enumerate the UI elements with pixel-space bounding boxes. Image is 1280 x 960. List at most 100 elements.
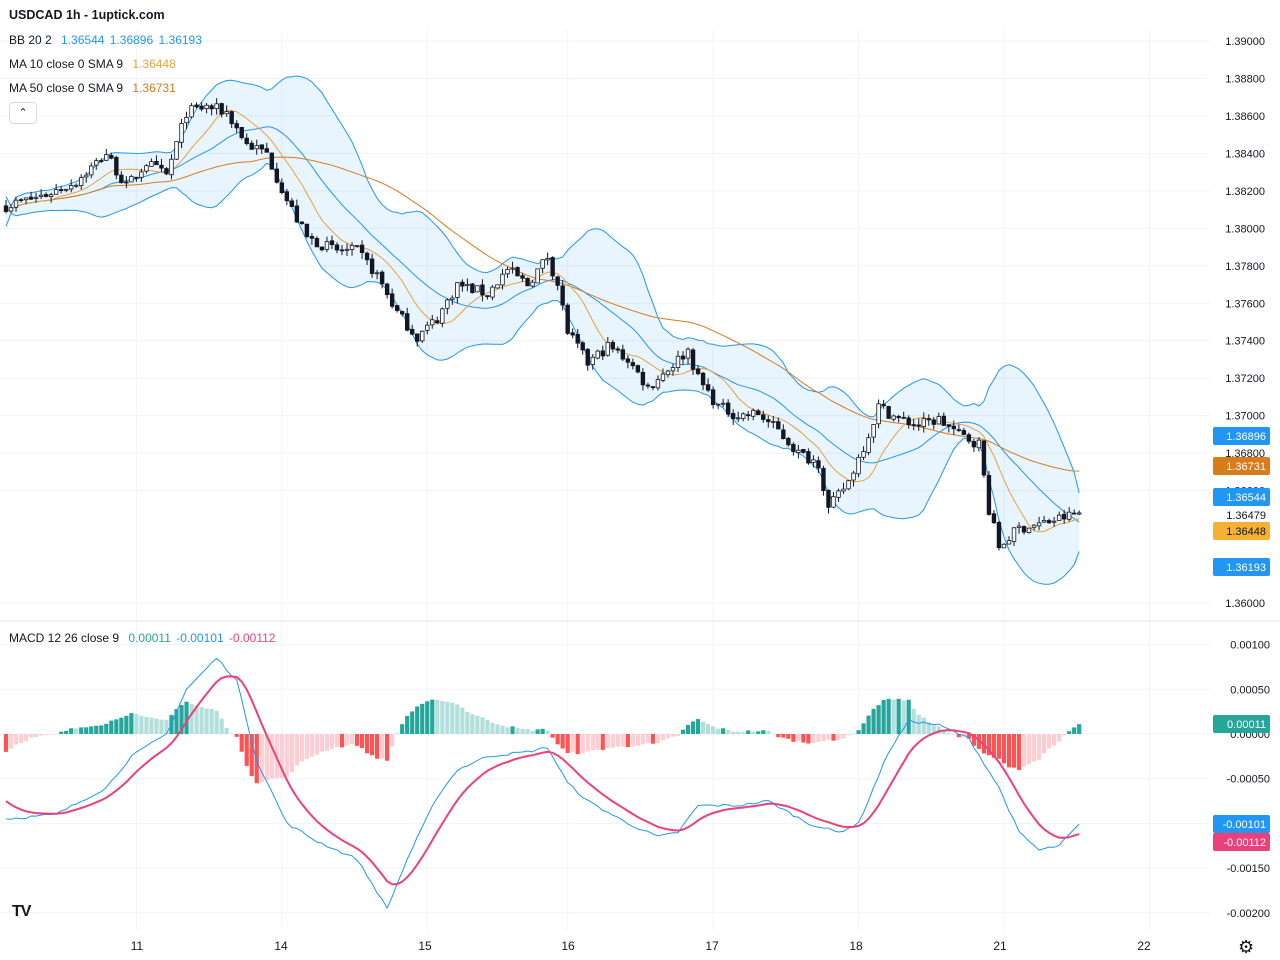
histogram-bar <box>299 734 304 762</box>
tradingview-logo[interactable]: TV <box>12 903 31 920</box>
ma50-legend-label: MA 50 close 0 SMA 9 <box>9 81 124 95</box>
candle <box>921 412 926 433</box>
histogram-bar <box>670 734 676 737</box>
candle-body <box>871 424 876 438</box>
candle-body <box>485 295 490 297</box>
macd-legend[interactable]: MACD 12 26 close 9 0.00011 -0.00101 -0.0… <box>9 631 275 645</box>
histogram-bar <box>239 734 244 752</box>
candle <box>374 269 380 280</box>
candle-body <box>896 416 901 419</box>
macd-badge-signal-text: -0.00112 <box>1223 837 1266 849</box>
candle <box>620 344 626 362</box>
ma50-legend[interactable]: MA 50 close 0 SMA 9 1.36731 <box>9 81 176 95</box>
histogram-bar <box>395 733 400 734</box>
histogram-bar <box>324 734 330 752</box>
histogram-bar <box>304 734 309 760</box>
histogram-bar <box>771 733 776 735</box>
candle <box>776 417 781 430</box>
candle <box>630 358 636 370</box>
candle <box>33 192 39 203</box>
candle-body <box>364 252 370 261</box>
candle <box>570 328 575 339</box>
candle <box>204 103 209 114</box>
histogram-bar <box>560 734 565 749</box>
histogram-bar <box>144 716 149 734</box>
candle <box>199 102 204 112</box>
histogram-bar <box>766 730 771 734</box>
candle-body <box>124 181 129 184</box>
histogram-bar <box>344 734 350 746</box>
ma10-legend[interactable]: MA 10 close 0 SMA 9 1.36448 <box>9 57 176 71</box>
candle-body <box>585 348 590 366</box>
histogram-bar <box>951 734 956 735</box>
histogram-bar <box>550 734 555 738</box>
candle-body <box>801 449 806 453</box>
candle-body <box>144 165 149 172</box>
histogram-bar <box>33 734 39 738</box>
price-tick-label: 1.37600 <box>1225 298 1265 310</box>
candle-body <box>74 184 79 187</box>
candle-body <box>916 424 921 427</box>
histogram-bar <box>911 708 916 734</box>
candle-body <box>941 415 947 426</box>
candle-body <box>976 439 982 449</box>
candle <box>831 491 836 509</box>
histogram-bar <box>269 734 274 779</box>
histogram-bar <box>535 729 540 734</box>
candle-body <box>164 168 169 175</box>
candle-body <box>836 490 841 498</box>
histogram-bar <box>525 729 530 734</box>
candle <box>655 375 661 391</box>
histogram-bar <box>816 734 821 743</box>
ma50-line <box>5 156 1080 472</box>
histogram-bar <box>635 734 640 746</box>
candle <box>500 268 505 290</box>
histogram-bar <box>876 705 881 734</box>
candle-body <box>169 158 174 176</box>
candle-body <box>379 271 385 285</box>
ma10-legend-label: MA 10 close 0 SMA 9 <box>9 57 124 71</box>
macd-legend-label: MACD 12 26 close 9 <box>9 631 120 645</box>
candle <box>114 155 119 180</box>
candle-body <box>665 370 671 376</box>
candle-body <box>284 191 290 202</box>
candle-body <box>384 283 390 296</box>
histogram-bar <box>731 731 736 734</box>
candle-body <box>776 421 781 430</box>
candle <box>28 191 34 200</box>
histogram-bar <box>565 734 570 754</box>
candle-body <box>129 176 134 183</box>
gear-icon[interactable]: ⚙ <box>1238 937 1255 957</box>
candle <box>415 333 420 347</box>
candle <box>505 266 510 278</box>
candle <box>184 111 189 130</box>
candle-body <box>926 418 931 421</box>
histogram-bar <box>700 721 706 734</box>
candle <box>851 470 856 487</box>
macd-line <box>5 657 1080 910</box>
macd-grid <box>0 644 1210 914</box>
candle-body <box>1031 524 1037 528</box>
candle <box>38 189 44 199</box>
bb-legend[interactable]: BB 20 2 1.36544 1.36896 1.36193 <box>9 33 202 47</box>
candle <box>876 399 881 429</box>
candle <box>249 140 254 150</box>
candle-body <box>94 160 99 166</box>
candle <box>274 162 280 184</box>
histogram-bar <box>124 715 129 734</box>
candle-body <box>3 205 9 212</box>
histogram-bar <box>174 709 179 734</box>
collapse-legend-button[interactable]: ⌃ <box>9 102 37 124</box>
candle-body <box>450 297 455 300</box>
candle <box>1056 511 1062 521</box>
histogram-bar <box>1021 734 1027 767</box>
candle <box>319 246 325 252</box>
candle <box>816 456 821 473</box>
candle-body <box>294 205 300 223</box>
candle-body <box>1056 514 1062 521</box>
candle-body <box>881 403 886 407</box>
histogram-bar <box>219 718 224 734</box>
candle-body <box>224 111 229 115</box>
candle <box>13 196 19 212</box>
